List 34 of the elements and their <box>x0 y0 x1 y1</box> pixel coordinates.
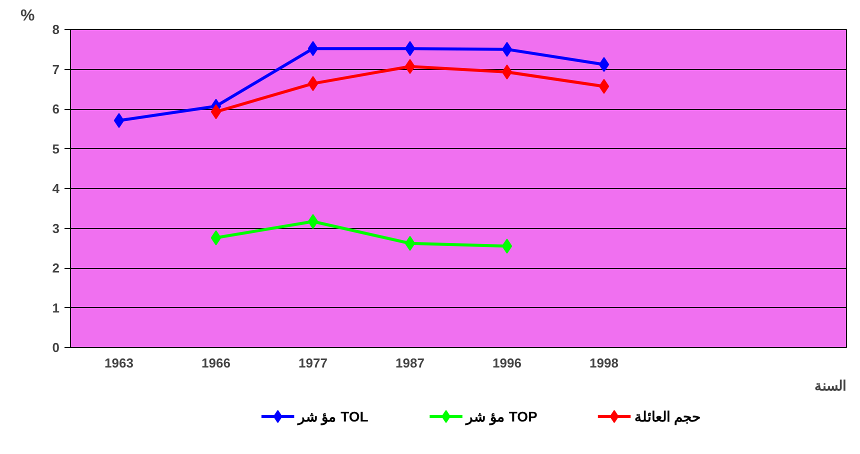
point <box>404 236 416 251</box>
point <box>404 58 416 74</box>
point <box>308 76 318 92</box>
y-tick-label: 6 <box>52 102 60 116</box>
point <box>210 104 222 120</box>
y-tick-label: 0 <box>52 340 60 355</box>
point <box>502 64 512 80</box>
x-tick-label: 1966 <box>202 356 230 370</box>
y-tick-label: 8 <box>52 22 60 37</box>
y-tick-label: 7 <box>52 62 60 77</box>
legend-label: حجم العائلة <box>634 408 702 426</box>
legend-label: مؤ شر TOL <box>296 408 369 426</box>
point <box>308 41 318 56</box>
point <box>502 238 512 254</box>
y-tick-label: 3 <box>52 220 60 236</box>
point <box>308 214 318 229</box>
point <box>210 230 222 246</box>
x-tick-label: 1996 <box>492 356 522 370</box>
y-axis-title: % <box>20 8 35 24</box>
x-tick-label: 1963 <box>104 356 134 370</box>
x-axis-title: السنة <box>814 378 846 394</box>
y-tick-label: 2 <box>52 260 60 276</box>
x-tick-label: 1987 <box>396 356 424 370</box>
point <box>502 42 512 57</box>
point <box>404 41 416 56</box>
y-tick-label: 5 <box>52 141 60 156</box>
y-tick-label: 1 <box>52 300 60 316</box>
x-tick-label: 1998 <box>590 356 618 370</box>
point <box>114 113 124 128</box>
point <box>598 78 610 94</box>
x-tick-label: 1977 <box>298 356 328 370</box>
point <box>598 56 610 72</box>
legend-label: مؤ شر TOP <box>465 408 538 426</box>
y-tick-label: 4 <box>52 181 60 196</box>
